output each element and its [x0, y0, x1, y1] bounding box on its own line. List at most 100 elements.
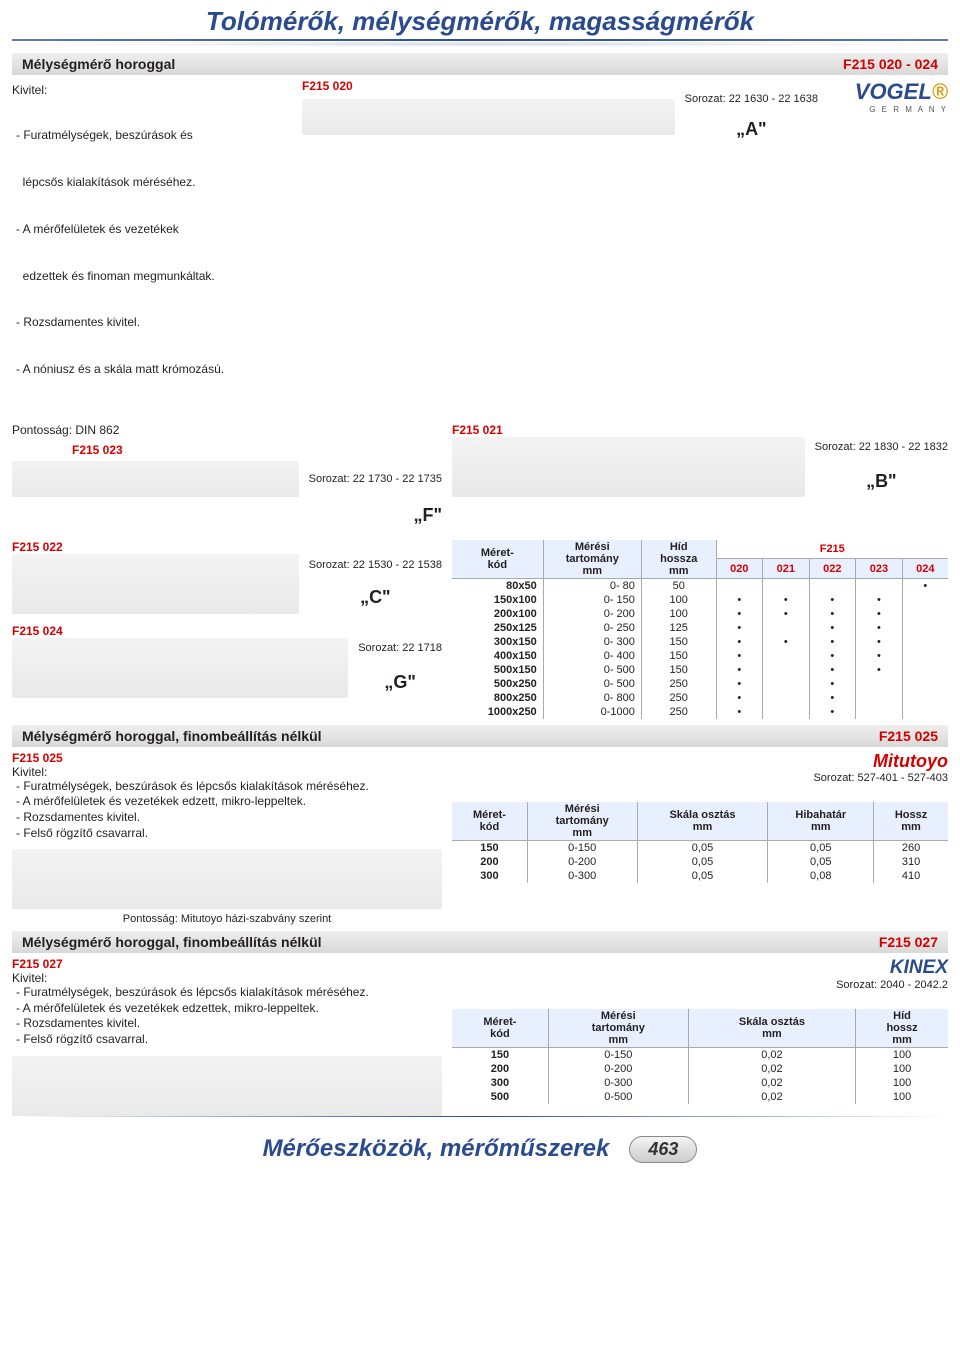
section-title: Mélységmérő horoggal — [22, 56, 175, 72]
kivitel-line: - A mérőfelületek és vezetékek — [16, 222, 292, 238]
page-title: Tolómérők, mélységmérők, magasságmérők — [0, 0, 960, 39]
kivitel-line: - Felső rögzítő csavarral. — [16, 826, 442, 842]
sorozat-022: Sorozat: 22 1530 - 22 1538 — [309, 559, 442, 571]
th: Mérési tartomány mm — [548, 1009, 688, 1048]
table-f215: Méret- kód Mérési tartomány mm Híd hossz… — [452, 540, 948, 719]
sorozat-027: Sorozat: 2040 - 2042.2 — [452, 979, 948, 991]
f215-020-label: F215 020 — [302, 79, 818, 93]
page-number: 463 — [629, 1136, 697, 1163]
section-title: Mélységmérő horoggal, finombeállítás nél… — [22, 728, 322, 744]
th: Skála osztás mm — [637, 802, 768, 841]
th-024: 024 — [902, 559, 948, 579]
section-code: F215 027 — [879, 934, 938, 950]
f215-023-label: F215 023 — [72, 443, 442, 457]
section-title: Mélységmérő horoggal, finombeállítás nél… — [22, 934, 322, 950]
th-range: Mérési tartomány mm — [543, 540, 641, 579]
brand-mitutoyo: Mitutoyo — [452, 751, 948, 772]
th-023: 023 — [856, 559, 903, 579]
brand-text: VOGEL — [855, 79, 932, 104]
section-3-content: F215 027 Kivitel: - Furatmélységek, besz… — [12, 957, 948, 1115]
kivitel-head: Kivitel: — [12, 83, 292, 97]
kivitel-line: - A mérőfelületek és vezetékek edzettek,… — [16, 1001, 442, 1017]
th-f215: F215 — [716, 540, 948, 559]
section-bar-3: Mélységmérő horoggal, finombeállítás nél… — [12, 931, 948, 953]
th-021: 021 — [763, 559, 810, 579]
product-image-b — [452, 437, 805, 497]
kivitel-line: edzettek és finoman megmunkáltak. — [16, 269, 292, 285]
label-c: „C" — [309, 587, 442, 608]
table-row: 3000-3000,02100 — [452, 1076, 948, 1090]
product-image-a — [302, 99, 675, 135]
pontossag-025: Pontosság: Mitutoyo házi-szabvány szerin… — [12, 913, 442, 925]
th: Méret- kód — [452, 802, 527, 841]
product-image-025 — [12, 849, 442, 909]
table-row: 1500-1500,02100 — [452, 1048, 948, 1063]
table-row: 250x1250- 250125••• — [452, 621, 948, 635]
brand-sub: G E R M A N Y — [828, 105, 948, 114]
section-code: F215 025 — [879, 728, 938, 744]
table-row: 200x1000- 200100•••• — [452, 607, 948, 621]
section-bar-2: Mélységmérő horoggal, finombeállítás nél… — [12, 725, 948, 747]
table-row: 800x2500- 800250•• — [452, 691, 948, 705]
table-row: 3000-3000,050,08410 — [452, 869, 948, 883]
kivitel-line: - Rozsdamentes kivitel. — [16, 315, 292, 331]
table-row: 2000-2000,050,05310 — [452, 855, 948, 869]
product-image-g — [12, 638, 348, 698]
table-row: 2000-2000,02100 — [452, 1062, 948, 1076]
footer: Mérőeszközök, mérőműszerek 463 — [0, 1129, 960, 1173]
section-2-content: F215 025 Kivitel: - Furatmélységek, besz… — [12, 751, 948, 925]
th: Hibahatár mm — [768, 802, 874, 841]
f215-021-label: F215 021 — [452, 423, 948, 437]
kivitel-list: - Furatmélységek, beszúrások és lépcsős … — [16, 97, 292, 409]
label-b: „B" — [815, 471, 948, 492]
kivitel-list: - Furatmélységek, beszúrások és lépcsős … — [16, 985, 442, 1047]
table-027: Méret- kód Mérési tartomány mm Skála osz… — [452, 1009, 948, 1104]
kivitel-head: Kivitel: — [12, 765, 442, 779]
th-020: 020 — [716, 559, 763, 579]
brand-vogel: VOGEL® G E R M A N Y — [828, 79, 948, 114]
label-g: „G" — [358, 672, 442, 693]
product-image-c — [12, 554, 299, 614]
table-025: Méret- kód Mérési tartomány mm Skála osz… — [452, 802, 948, 883]
table-row: 80x500- 8050• — [452, 578, 948, 593]
table-row: 150x1000- 150100•••• — [452, 593, 948, 607]
kivitel-head: Kivitel: — [12, 971, 442, 985]
kivitel-line: - Rozsdamentes kivitel. — [16, 810, 442, 826]
table-row: 300x1500- 300150•••• — [452, 635, 948, 649]
sorozat-021: Sorozat: 22 1830 - 22 1832 — [815, 441, 948, 453]
f215-022-label: F215 022 — [12, 540, 442, 554]
th-kod: Méret- kód — [452, 540, 543, 579]
footer-title: Mérőeszközök, mérőműszerek — [263, 1135, 610, 1163]
table-row: 400x1500- 400150••• — [452, 649, 948, 663]
table-row: 1000x2500-1000250•• — [452, 705, 948, 719]
title-glow — [12, 41, 948, 47]
label-f: „F" — [12, 505, 442, 526]
kivitel-line: - Rozsdamentes kivitel. — [16, 1016, 442, 1032]
section-code: F215 020 - 024 — [843, 56, 938, 72]
th: Híd hossz mm — [856, 1009, 948, 1048]
kivitel-line: - Furatmélységek, beszúrások és — [16, 128, 292, 144]
kivitel-line: lépcsős kialakítások méréséhez. — [16, 175, 292, 191]
sorozat-024: Sorozat: 22 1718 — [358, 642, 442, 654]
th-hid: Híd hossza mm — [641, 540, 716, 579]
section-bar-1: Mélységmérő horoggal F215 020 - 024 — [12, 53, 948, 75]
sorozat-020: Sorozat: 22 1630 - 22 1638 — [685, 93, 818, 105]
sorozat-025: Sorozat: 527-401 - 527-403 — [452, 772, 948, 784]
th: Hossz mm — [874, 802, 948, 841]
table-row: 500x2500- 500250•• — [452, 677, 948, 691]
table-row: 1500-1500,050,05260 — [452, 840, 948, 855]
kivitel-list: - Furatmélységek, beszúrások és lépcsős … — [16, 779, 442, 841]
table-row: 500x1500- 500150••• — [452, 663, 948, 677]
f215-025-label: F215 025 — [12, 751, 442, 765]
f215-027-label: F215 027 — [12, 957, 442, 971]
th-022: 022 — [809, 559, 856, 579]
product-image-027 — [12, 1056, 442, 1116]
th: Mérési tartomány mm — [527, 802, 637, 841]
f215-024-label: F215 024 — [12, 624, 442, 638]
th: Skála osztás mm — [688, 1009, 855, 1048]
th: Méret- kód — [452, 1009, 548, 1048]
label-a: „A" — [685, 119, 818, 140]
kivitel-line: - A mérőfelületek és vezetékek edzett, m… — [16, 794, 442, 810]
section-1-content: Kivitel: - Furatmélységek, beszúrások és… — [12, 79, 948, 719]
kivitel-line: - Furatmélységek, beszúrások és lépcsős … — [16, 985, 442, 1001]
